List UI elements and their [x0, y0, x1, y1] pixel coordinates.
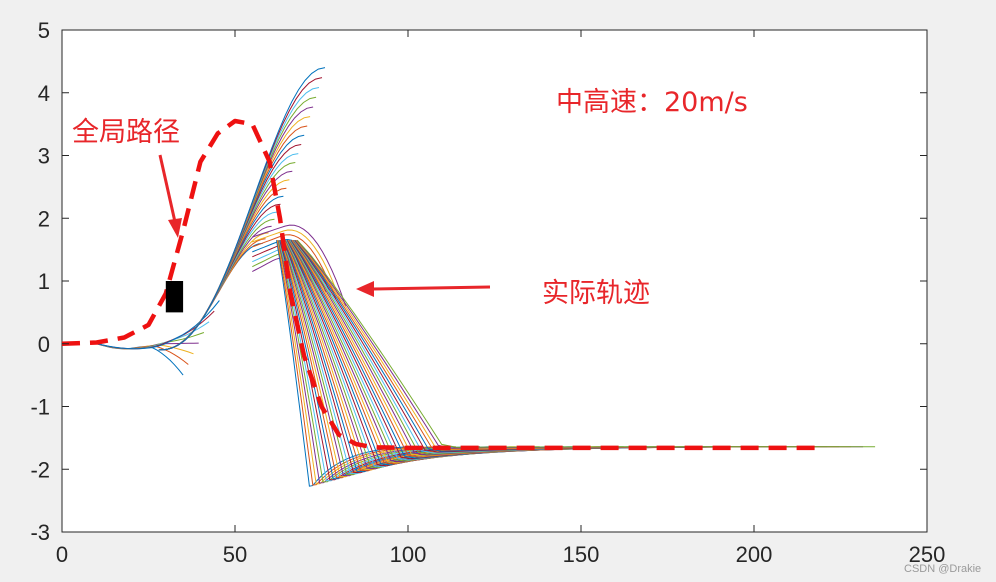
vehicle-marker [165, 281, 184, 313]
y-tick-label: 1 [38, 269, 50, 294]
x-tick-label: 100 [390, 542, 427, 567]
x-tick-label: 0 [56, 542, 68, 567]
x-tick-label: 150 [563, 542, 600, 567]
trajectory-peak-line [252, 229, 342, 303]
y-tick-label: -2 [30, 457, 50, 482]
global-path-dashed-line [61, 118, 824, 451]
x-tick-label: 50 [223, 542, 247, 567]
y-tick-label: 2 [38, 206, 50, 231]
y-tick-label: -3 [30, 520, 50, 545]
y-tick-label: 4 [38, 81, 50, 106]
arrow-global-path-head [168, 218, 182, 238]
arrow-actual-traj-shaft [371, 285, 491, 291]
arrow-global-path-shaft [158, 154, 177, 223]
axis-ticks: 0 50 100 150 200 250 -3 -2 -1 0 1 2 3 4 5 [30, 18, 945, 567]
y-tick-label: 0 [38, 332, 50, 357]
y-tick-label: -1 [30, 395, 50, 420]
annotation-global-path: 全局路径 [72, 117, 180, 148]
trajectory-peak-line [252, 234, 337, 300]
trajectory-rising-line [158, 67, 326, 351]
trajectory-descending-line [276, 240, 421, 486]
trajectory-descending-line [278, 240, 456, 483]
annotation-actual-trajectory: 实际轨迹 [542, 278, 650, 309]
x-tick-label: 250 [909, 542, 946, 567]
watermark: CSDN @Drakie [904, 563, 981, 575]
y-tick-label: 5 [38, 18, 50, 43]
y-tick-label: 3 [38, 144, 50, 169]
annotation-arrows [158, 154, 491, 297]
x-tick-label: 200 [736, 542, 773, 567]
series-layer [61, 118, 824, 451]
plot-area [61, 29, 928, 533]
annotation-speed: 中高速：20m/s [556, 87, 748, 118]
trajectory-peak-line [252, 224, 347, 307]
arrow-actual-traj-head [356, 281, 374, 297]
vehicle-marker-layer [165, 281, 184, 313]
